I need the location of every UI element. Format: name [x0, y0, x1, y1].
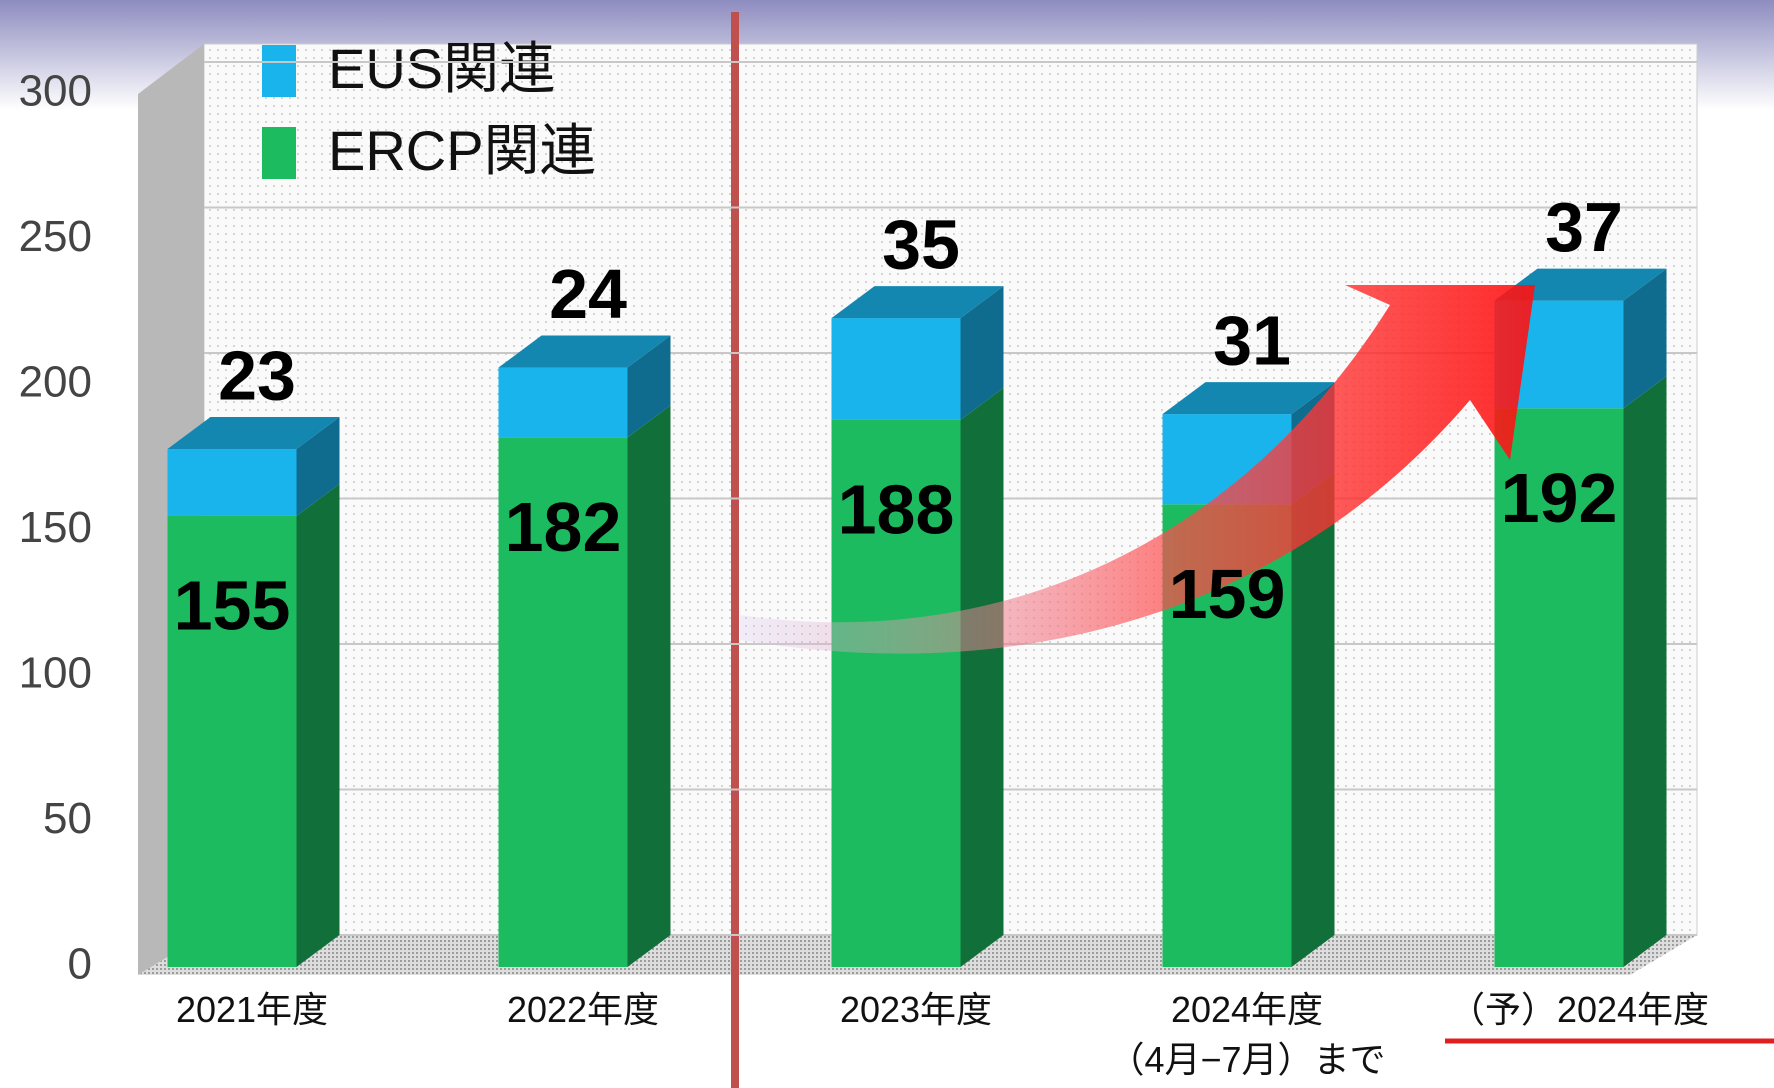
value-label: 182 — [505, 488, 622, 566]
y-tick-label: 250 — [19, 212, 92, 261]
trend-arrow — [740, 285, 1535, 654]
value-label: 31 — [1213, 302, 1291, 380]
value-label: 188 — [838, 470, 955, 548]
legend: EUS関連 ERCP関連 — [262, 37, 596, 182]
bar — [1494, 408, 1624, 967]
x-tick-label: 2022年度 — [506, 989, 660, 1030]
bar-side — [960, 286, 1004, 420]
bar — [498, 367, 628, 438]
grid: 0 50 100 150 200 250 300 — [19, 61, 1697, 989]
bar-top — [498, 335, 671, 368]
bar-side — [296, 483, 340, 967]
legend-label: ERCP関連 — [328, 119, 596, 182]
y-tick-label: 200 — [19, 358, 92, 407]
bar-side — [1623, 268, 1667, 409]
x-tick-label: 2023年度 — [839, 989, 993, 1030]
y-tick-label: 50 — [43, 794, 92, 843]
value-label: 159 — [1169, 555, 1286, 633]
bar-side — [627, 405, 671, 967]
bar-side — [960, 387, 1004, 967]
legend-swatch — [262, 45, 296, 97]
bar — [831, 318, 961, 420]
value-label: 192 — [1501, 459, 1618, 537]
value-label: 35 — [882, 206, 960, 284]
bar-side — [296, 417, 340, 516]
value-label: 155 — [174, 566, 291, 644]
x-tick-label: 2021年度 — [175, 989, 329, 1030]
bar-top — [831, 286, 1004, 319]
bar-top — [1162, 382, 1335, 415]
bar-side — [1623, 376, 1667, 967]
x-tick-label: （予）2024年度 — [1448, 989, 1710, 1030]
y-tick-label: 0 — [68, 940, 92, 989]
value-label: 24 — [549, 255, 627, 333]
y-tick-label: 100 — [19, 649, 92, 698]
legend-label: EUS関連 — [328, 37, 555, 100]
legend-swatch — [262, 127, 296, 179]
y-tick-label: 300 — [19, 67, 92, 116]
bar-top — [1494, 268, 1667, 301]
bar — [167, 515, 297, 967]
x-tick-label: 2024年度 （4月−7月）まで — [1108, 989, 1386, 1080]
y-tick-label: 150 — [19, 503, 92, 552]
bars — [167, 268, 1667, 967]
value-label: 37 — [1545, 188, 1623, 266]
bar-side — [627, 335, 671, 438]
value-label: 23 — [218, 337, 296, 415]
value-labels: 155 23 182 24 188 35 159 31 192 37 — [174, 188, 1623, 644]
bar — [167, 449, 297, 516]
bar-top — [167, 417, 340, 450]
bar — [831, 419, 961, 967]
bar-side — [1291, 472, 1335, 967]
bar — [498, 437, 628, 967]
